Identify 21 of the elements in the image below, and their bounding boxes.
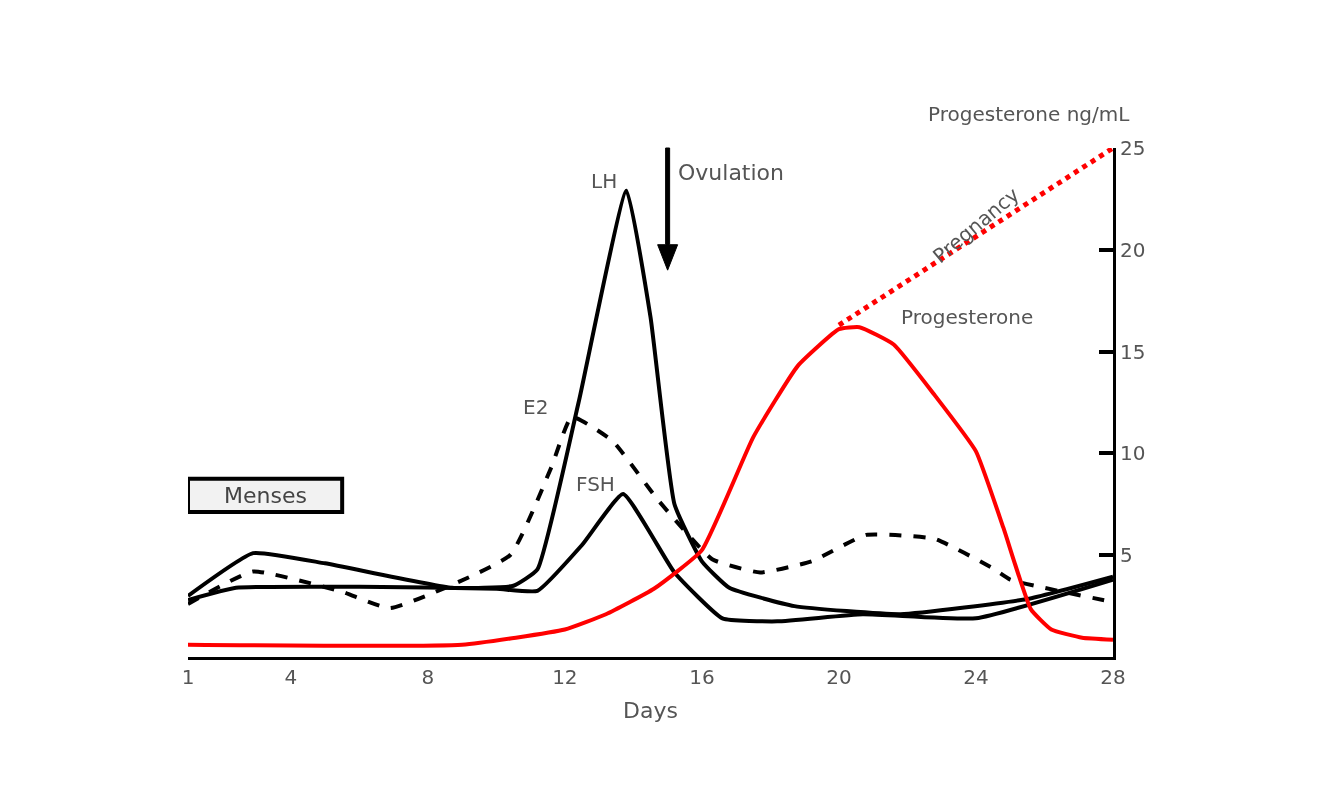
x-tick-label: 20 (826, 665, 852, 689)
x-tick-label: 8 (421, 665, 435, 689)
series-label: Progesterone (901, 305, 1034, 329)
x-axis-title: Days (623, 697, 678, 723)
x-tick-label: 28 (1100, 665, 1126, 689)
x-tick-label: 12 (552, 665, 578, 689)
y-tick-label: 5 (1120, 543, 1133, 568)
x-tick-label: 1 (181, 665, 195, 689)
x-tick-label: 16 (689, 665, 715, 689)
x-tick-label: 4 (284, 665, 298, 689)
ref-line-label: Ovulation (678, 160, 785, 185)
series-label: FSH (576, 472, 615, 496)
y-tick-label: 15 (1120, 339, 1146, 364)
y-axis-title: Progesterone ng/mL (928, 102, 1131, 126)
band-label: Menses (224, 483, 307, 508)
series-label: LH (591, 169, 618, 193)
y-tick-label: 25 (1120, 136, 1146, 160)
y-tick-label: 10 (1120, 441, 1146, 466)
x-tick-label: 24 (963, 665, 989, 689)
series-label: E2 (523, 395, 549, 419)
y-tick-label: 20 (1120, 237, 1146, 262)
